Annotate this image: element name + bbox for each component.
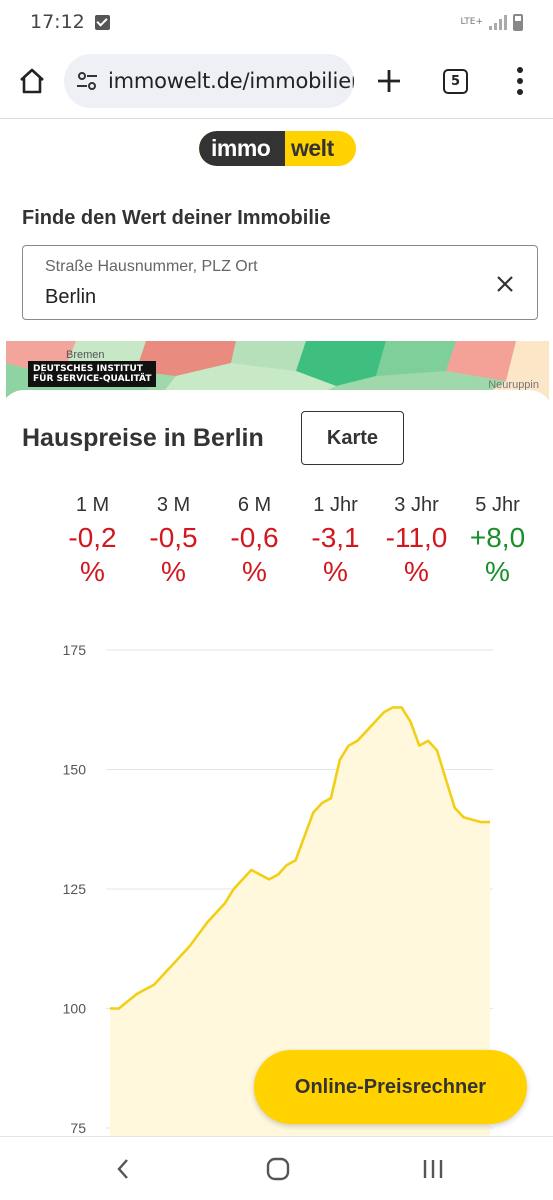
overflow-menu-icon[interactable] <box>516 66 524 96</box>
y-tick-label: 175 <box>63 642 87 658</box>
period-item: 6 M -0,6% <box>214 494 295 589</box>
toolbar-divider <box>0 118 553 119</box>
logo-left-text: immo <box>199 131 285 166</box>
period-label: 1 M <box>75 494 110 516</box>
period-change-value: -3,1 <box>311 522 360 553</box>
signal-icon <box>489 14 507 30</box>
period-label: 3 M <box>156 494 191 516</box>
network-label: LTE+ <box>460 17 484 27</box>
period-change-unit: % <box>323 556 348 587</box>
url-text: immowelt.de/immobilier <box>108 69 354 93</box>
price-title: Hauspreise in Berlin <box>22 424 264 452</box>
period-change-unit: % <box>485 556 510 587</box>
period-change-value: -0,6 <box>230 522 279 553</box>
address-bar[interactable]: immowelt.de/immobilier <box>64 54 354 108</box>
home-nav-icon[interactable] <box>265 1157 291 1181</box>
period-label: 1 Jhr <box>313 494 358 516</box>
period-item: 3 Jhr -11,0% <box>376 494 457 589</box>
map-city-label: Bremen <box>66 349 105 361</box>
badge-line-2: FÜR SERVICE-QUALITÄT <box>33 374 152 384</box>
home-icon[interactable] <box>18 68 46 94</box>
address-search-field[interactable]: Straße Hausnummer, PLZ Ort <box>22 245 538 320</box>
price-index-chart: 175 150 125 100 75 <box>63 642 493 1140</box>
y-tick-label: 150 <box>63 762 87 778</box>
map-button[interactable]: Karte <box>301 411 404 465</box>
map-city-label: Neuruppin <box>488 379 539 391</box>
period-change-value: -0,2 <box>68 522 117 553</box>
new-tab-icon[interactable] <box>376 68 402 94</box>
system-navigation-bar <box>0 1136 553 1200</box>
logo-right-text: welt <box>291 135 334 161</box>
status-bar: 17:12 LTE+ <box>0 0 553 44</box>
price-line <box>110 706 490 1010</box>
period-change-unit: % <box>161 556 186 587</box>
status-time: 17:12 <box>30 11 85 33</box>
recent-apps-icon[interactable] <box>421 1157 445 1181</box>
y-tick-label: 75 <box>70 1120 86 1136</box>
period-item: 1 M -0,2% <box>52 494 133 589</box>
tab-switcher-button[interactable]: 5 <box>443 69 468 94</box>
y-tick-label: 100 <box>63 1001 87 1017</box>
period-item: 5 Jhr +8,0% <box>457 494 538 589</box>
back-icon[interactable] <box>114 1157 132 1181</box>
y-tick-label: 125 <box>63 881 87 897</box>
price-area <box>110 707 490 1140</box>
period-change-value: -11,0 <box>385 522 448 553</box>
badge-line-1: DEUTSCHES INSTITUT <box>33 364 143 374</box>
period-label: 6 M <box>237 494 272 516</box>
address-search-input[interactable] <box>45 286 465 309</box>
period-item: 3 M -0,5% <box>133 494 214 589</box>
period-change-unit: % <box>80 556 105 587</box>
site-settings-icon[interactable] <box>76 71 98 91</box>
period-item: 1 Jhr -3,1% <box>295 494 376 589</box>
immowelt-logo[interactable]: immo welt <box>199 131 356 166</box>
period-label: 3 Jhr <box>394 494 439 516</box>
address-field-label: Straße Hausnummer, PLZ Ort <box>45 258 258 275</box>
checkbox-notification-icon <box>94 14 110 30</box>
search-title: Finde den Wert deiner Immobilie <box>22 207 331 229</box>
period-change-value: +8,0 <box>469 522 526 553</box>
service-quality-badge: DEUTSCHES INSTITUT FÜR SERVICE-QUALITÄT <box>28 361 157 387</box>
online-price-calculator-button[interactable]: Online-Preisrechner <box>254 1050 527 1124</box>
period-change-unit: % <box>242 556 267 587</box>
clear-icon[interactable] <box>495 274 515 294</box>
battery-icon <box>513 13 523 31</box>
browser-toolbar: immowelt.de/immobilier 5 <box>0 44 553 118</box>
period-change-value: -0,5 <box>149 522 198 553</box>
period-change-unit: % <box>404 556 429 587</box>
period-label: 5 Jhr <box>475 494 520 516</box>
price-change-periods: 1 M -0,2% 3 M -0,5% 6 M -0,6% 1 Jhr -3,1% 3 Jhr -… <box>52 494 540 589</box>
